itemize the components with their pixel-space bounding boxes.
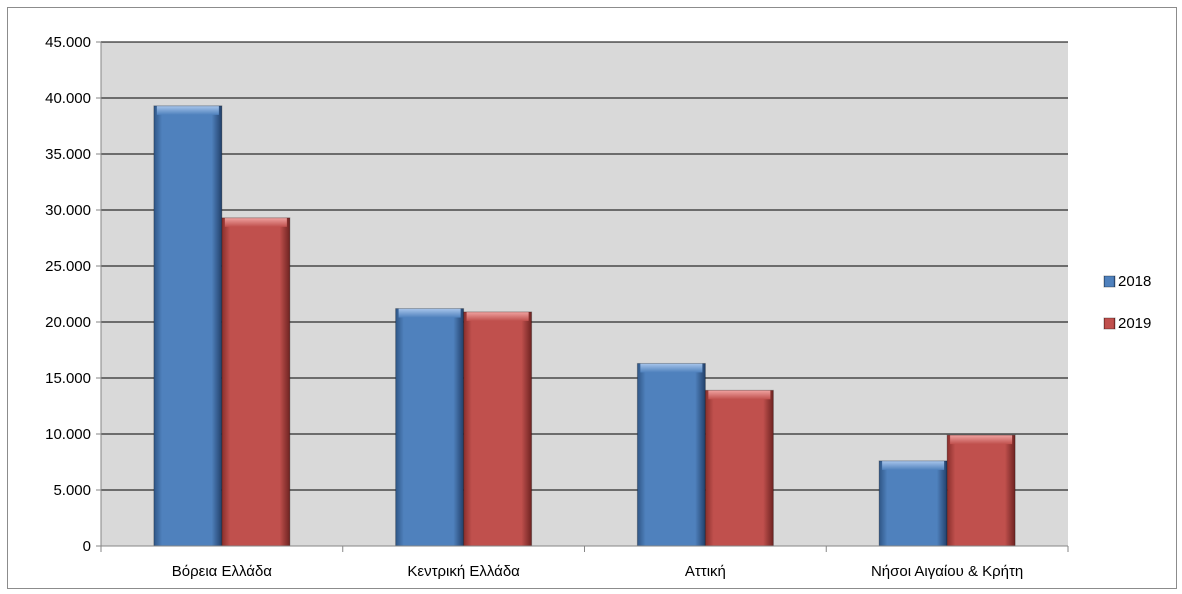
legend-label: 2018: [1118, 273, 1151, 290]
bar-2019-0: [221, 217, 291, 547]
category-label: Νήσοι Αιγαίου & Κρήτη: [871, 563, 1023, 580]
y-tick-label: 15.000: [45, 370, 91, 387]
x-tick-labels: Βόρεια Ελλάδα Κεντρική Ελλάδα Αττική Νήσοι …: [172, 563, 1024, 580]
bar-body: [395, 308, 464, 546]
bar-body: [947, 435, 1016, 546]
y-tick-label: 25.000: [45, 258, 91, 275]
bar-cap: [398, 308, 461, 318]
y-tick-label: 30.000: [45, 202, 91, 219]
bar-2019-2: [704, 389, 774, 547]
bar-2018-0: [153, 105, 223, 547]
bar-body: [153, 105, 222, 546]
bar-2019-3: [946, 434, 1016, 547]
y-tick-label: 5.000: [53, 482, 91, 499]
category-label: Κεντρική Ελλάδα: [407, 563, 520, 580]
bar-2018-3: [878, 460, 948, 547]
bar-2019-1: [463, 311, 533, 547]
y-tick-label: 40.000: [45, 90, 91, 107]
bar-2018-1: [395, 308, 465, 547]
bar-cap: [882, 460, 945, 470]
bar-cap: [156, 105, 219, 115]
legend-swatch: [1103, 317, 1116, 330]
y-tick-label: 35.000: [45, 146, 91, 163]
y-tick-label: 45.000: [45, 34, 91, 51]
bars: [153, 105, 1016, 547]
bar-cap: [950, 435, 1013, 445]
bar-body: [705, 390, 774, 546]
legend-item-2018: 2018: [1103, 273, 1151, 290]
bar-body: [463, 311, 532, 546]
y-tick-label: 0: [83, 538, 91, 555]
legend-item-2019: 2019: [1103, 315, 1151, 332]
y-tick-labels: 0 5.000 10.000 15.000 20.000 25.000 30.000 35.0…: [45, 34, 91, 555]
bar-cap: [640, 363, 703, 373]
y-tick-label: 10.000: [45, 426, 91, 443]
bar-2018-2: [636, 362, 706, 547]
legend: 2018 2019: [1103, 273, 1151, 332]
category-label: Αττική: [685, 563, 726, 580]
legend-label: 2019: [1118, 315, 1151, 332]
bar-cap: [466, 311, 529, 321]
category-label: Βόρεια Ελλάδα: [172, 563, 273, 580]
y-tick-label: 20.000: [45, 314, 91, 331]
axes: [96, 41, 1069, 552]
legend-swatch: [1103, 275, 1116, 288]
bar-body: [637, 363, 706, 546]
bar-cap: [708, 390, 771, 400]
bar-cap: [224, 217, 287, 227]
bar-body: [879, 460, 948, 546]
bar-body: [221, 217, 290, 546]
